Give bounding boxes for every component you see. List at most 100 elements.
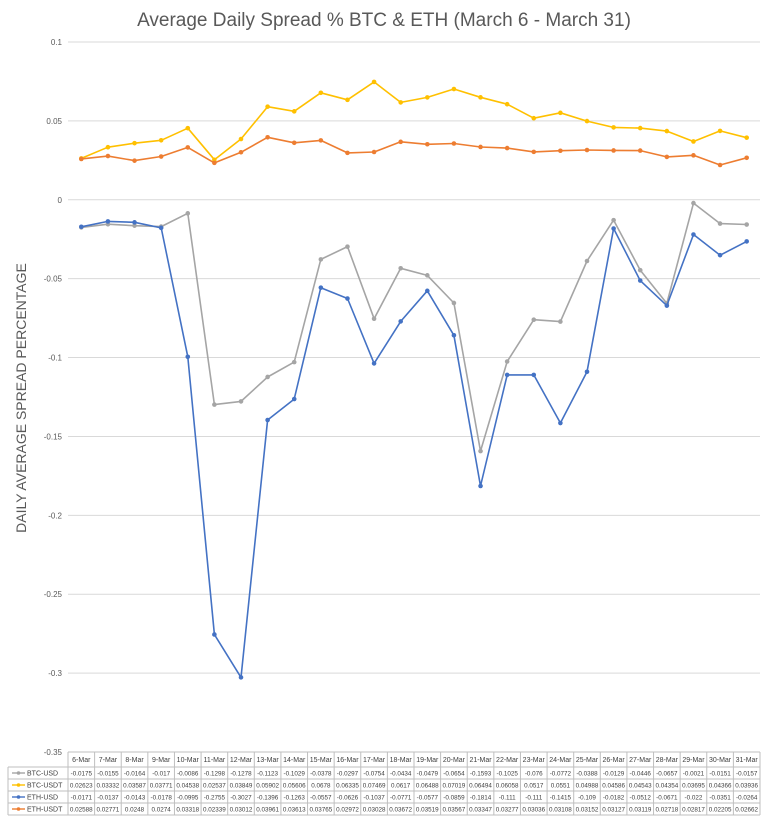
data-point <box>504 101 510 107</box>
data-point <box>425 95 430 100</box>
data-point <box>425 141 430 147</box>
data-label: -0.0388 <box>576 771 598 778</box>
data-point <box>371 361 377 366</box>
data-point <box>664 128 670 134</box>
data-point <box>451 86 457 92</box>
data-point <box>744 155 749 161</box>
data-label: -0.1025 <box>496 771 518 778</box>
data-point <box>637 148 643 153</box>
data-label: -0.0164 <box>124 771 146 778</box>
data-point <box>318 90 324 96</box>
data-label: 0.03028 <box>363 807 386 814</box>
data-label: -0.0654 <box>443 771 465 778</box>
y-tick-label: -0.15 <box>44 432 63 441</box>
data-point <box>398 139 403 145</box>
data-point <box>531 149 537 155</box>
data-label: 0.02817 <box>682 807 705 814</box>
data-label: -0.0995 <box>177 795 199 802</box>
data-label: 0.02588 <box>70 807 93 814</box>
data-point <box>717 221 723 226</box>
data-label: 0.03613 <box>283 807 306 814</box>
data-point <box>478 144 483 150</box>
x-tick-label: 22-Mar <box>496 757 519 764</box>
data-point <box>265 104 270 109</box>
data-label: 0.05902 <box>256 783 279 790</box>
data-label: -0.1415 <box>550 795 572 802</box>
x-tick-label: 18-Mar <box>390 757 413 764</box>
data-point <box>664 303 670 308</box>
y-tick-label: 0 <box>58 196 63 205</box>
data-point <box>691 200 696 206</box>
data-label: -0.0557 <box>310 795 332 802</box>
x-tick-label: 13-Mar <box>257 757 280 764</box>
data-label: -0.0772 <box>550 771 572 778</box>
data-point <box>132 158 137 163</box>
data-point <box>504 372 510 378</box>
data-point <box>504 145 510 151</box>
data-point <box>744 222 749 227</box>
data-point <box>291 359 297 365</box>
legend-marker <box>16 771 21 775</box>
series-line <box>81 220 748 679</box>
series-line <box>81 136 747 166</box>
data-label: -0.0351 <box>709 795 731 802</box>
data-point <box>238 149 244 155</box>
data-label: -0.017 <box>152 771 170 778</box>
data-label: 0.03332 <box>97 783 120 790</box>
data-point <box>558 110 563 116</box>
data-point <box>185 145 191 150</box>
data-point <box>451 333 457 338</box>
data-point <box>744 239 749 244</box>
data-label: 0.0551 <box>551 783 571 790</box>
data-label: -0.0178 <box>150 795 172 802</box>
data-label: 0.06494 <box>469 783 492 790</box>
data-table: 6-Mar 7-Mar 8-Mar 9-Mar 10-Mar 11-Mar 12-Mar 13… <box>7 751 761 816</box>
data-label: 0.02205 <box>709 807 732 814</box>
y-tick-label: -0.05 <box>44 275 63 284</box>
data-label: -0.0182 <box>603 795 625 802</box>
x-tick-label: 11-Mar <box>204 757 226 764</box>
data-label: -0.0378 <box>310 771 332 778</box>
data-point <box>79 156 84 162</box>
data-label: 0.03108 <box>549 807 572 814</box>
x-tick-label: 24-Mar <box>549 757 572 764</box>
data-point <box>637 267 643 273</box>
data-point <box>504 359 510 364</box>
data-label: -0.0175 <box>71 771 93 778</box>
data-point <box>398 265 403 271</box>
data-label: -0.0155 <box>97 771 119 778</box>
data-point <box>105 219 111 224</box>
data-point <box>637 278 643 283</box>
data-label: -0.0577 <box>417 795 439 802</box>
data-point <box>238 136 244 142</box>
data-point <box>664 154 670 160</box>
data-point <box>398 319 403 324</box>
data-point <box>318 257 324 262</box>
data-point <box>185 211 191 216</box>
data-label: 0.03012 <box>230 807 253 814</box>
x-tick-label: 30-Mar <box>709 757 732 764</box>
data-point <box>558 148 563 154</box>
data-label: 0.04538 <box>176 783 199 790</box>
data-point <box>611 217 616 223</box>
data-label: -0.0771 <box>390 795 412 802</box>
data-point <box>451 300 457 306</box>
data-point <box>531 115 537 121</box>
data-label: 0.03567 <box>443 807 466 814</box>
data-label: -0.0143 <box>124 795 146 802</box>
data-label: -0.1263 <box>284 795 306 802</box>
data-point <box>132 220 137 225</box>
data-label: -0.0129 <box>603 771 625 778</box>
y-tick-label: -0.25 <box>44 590 63 599</box>
data-label: -0.0434 <box>390 771 412 778</box>
data-label: 0.04988 <box>576 783 599 790</box>
data-point <box>345 296 350 301</box>
series-lines <box>79 79 749 680</box>
data-point <box>584 369 590 375</box>
data-point <box>717 162 723 168</box>
data-label: 0.04366 <box>709 783 732 790</box>
data-label: -0.0754 <box>363 771 385 778</box>
data-point <box>691 139 696 144</box>
data-label: -0.1298 <box>204 771 226 778</box>
data-label: 0.0248 <box>125 807 145 814</box>
